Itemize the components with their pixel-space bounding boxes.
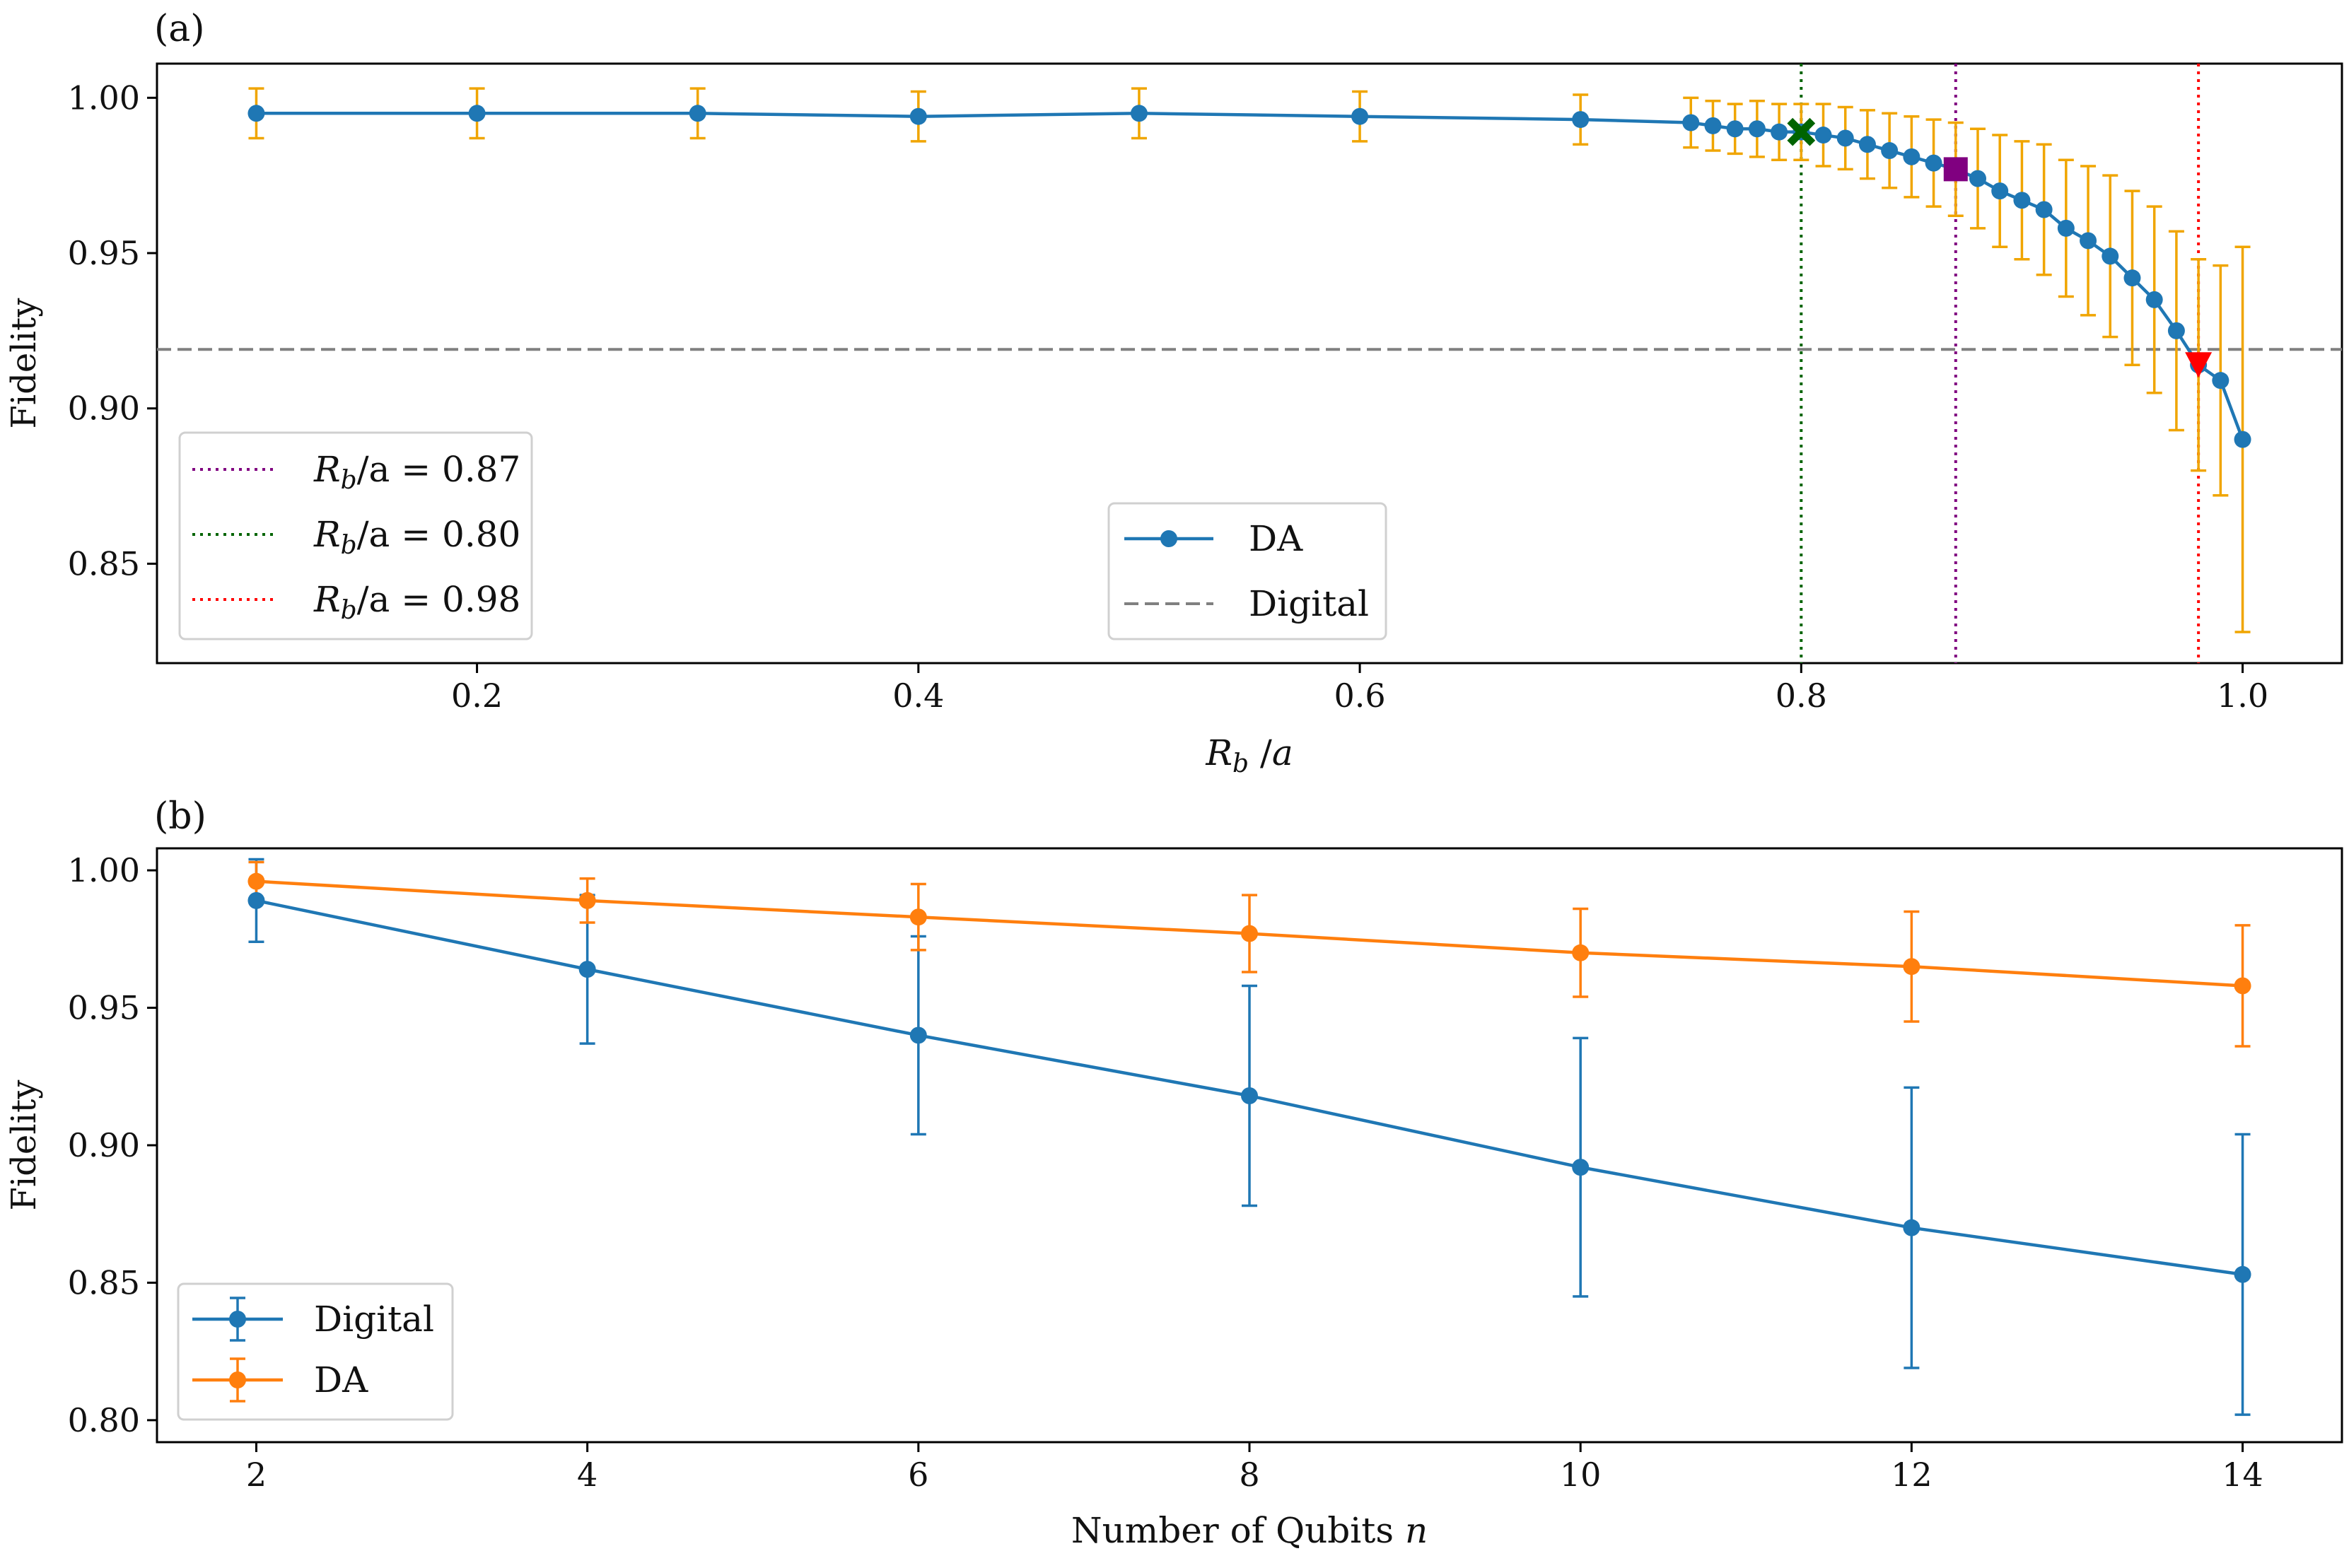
y-tick-label: 0.90 [68,390,140,428]
data-point-da [2234,977,2251,995]
y-tick-label: 0.95 [68,234,140,272]
panel-a: (a) 0.2 0.4 0.6 0.8 1.0 0.85 0.90 0.95 1.00 Fide… [4,8,2343,778]
data-point-da [1726,120,1744,138]
data-point-da [1130,105,1148,122]
panel-a-frame [156,62,2343,665]
panel-a-y-axis-label: Fidelity [4,298,44,429]
data-point-da [2234,431,2251,448]
data-point-da [1351,107,1369,125]
panel-b-ticks: 2 4 6 8 10 12 14 0.80 0.85 0.90 0.95 1.00 [68,851,2263,1494]
data-point-da [1771,123,1788,141]
data-point-da [468,105,486,122]
data-point-digital [1241,1087,1258,1104]
panel-b-errorbars [248,858,2251,1416]
data-point-da [2080,232,2097,250]
data-point-da [2057,219,2075,237]
data-point-da [1991,182,2009,200]
legend-label: Rb/a = 0.80 [313,514,520,560]
y-tick-label: 0.95 [68,989,140,1027]
panel-a-x-axis-label: Rb /a [1205,732,1293,778]
data-point-da [2145,291,2163,308]
legend-marker [229,1371,246,1388]
data-point-da [2013,192,2031,209]
data-point-da [909,107,927,125]
panel-b-series [247,872,2251,1283]
data-point-da [2035,201,2053,218]
data-point-digital [1903,1219,1920,1236]
data-point-da [247,105,265,122]
legend-marker [229,1311,246,1328]
x-tick-label: 10 [1560,1456,1602,1494]
panel-a-highlight-markers [1787,117,2213,378]
y-tick-label: 0.80 [68,1401,140,1439]
data-point-da [1903,958,1920,976]
panel-a-reference-lines [157,64,2342,663]
highlight-marker-square [1943,157,1968,182]
panel-b-x-axis-label: Number of Qubits n [1071,1510,1428,1551]
data-point-da [2123,269,2141,287]
data-point-da [1925,154,1942,172]
x-tick-label: 12 [1891,1456,1933,1494]
highlight-marker-x [1787,117,1816,146]
data-point-da [1572,944,1590,961]
x-tick-label: 0.4 [892,677,944,715]
x-tick-label: 4 [577,1456,598,1494]
data-point-da [578,891,596,909]
panel-b: (b) 2 4 6 8 10 12 14 0.80 0.85 0.90 0.95 1.00 Fidel… [4,795,2343,1551]
data-point-da [1241,925,1258,942]
y-tick-label: 1.00 [68,78,140,117]
legend-box [178,431,533,640]
data-point-da [1969,170,1986,187]
panel-b-legend: Digital DA [177,1282,454,1421]
data-point-digital [578,961,596,978]
data-point-da [1903,148,1920,165]
legend-label: Digital [1249,583,1369,624]
legend-label: DA [1249,518,1303,559]
data-point-da [1836,129,1854,147]
data-point-da [1572,111,1590,129]
legend-marker [1160,530,1177,547]
data-point-digital [247,891,265,909]
panel-a-ticks: 0.2 0.4 0.6 0.8 1.0 0.85 0.90 0.95 1.00 [68,78,2269,715]
data-point-da [2167,322,2185,339]
legend-label: Rb/a = 0.98 [313,579,520,625]
data-point-da [689,105,706,122]
y-tick-label: 0.90 [68,1126,140,1164]
x-tick-label: 8 [1239,1456,1259,1494]
y-tick-label: 0.85 [68,1263,140,1301]
data-point-da [909,908,927,926]
legend-label: Rb/a = 0.87 [313,449,520,495]
y-tick-label: 1.00 [68,851,140,889]
data-point-digital [2234,1265,2251,1283]
data-point-da [1748,120,1766,138]
data-point-da [1704,117,1722,134]
data-point-da [1858,136,1876,153]
x-tick-label: 1.0 [2217,677,2268,715]
panel-a-legend-lines: Rb/a = 0.87 Rb/a = 0.80 Rb/a = 0.98 [178,431,533,640]
data-point-da [2212,372,2229,390]
y-tick-label: 0.85 [68,544,140,583]
x-tick-label: 0.2 [451,677,503,715]
legend-label: Digital [314,1299,434,1340]
x-tick-label: 0.6 [1334,677,1385,715]
data-point-digital [1572,1159,1590,1176]
data-point-digital [909,1026,927,1044]
x-tick-label: 2 [246,1456,267,1494]
legend-label: DA [314,1359,368,1400]
x-tick-label: 6 [908,1456,928,1494]
panel-a-label: (a) [154,8,205,50]
panel-b-label: (b) [154,795,206,838]
highlight-marker-triangle [2185,352,2213,378]
data-point-da [2102,247,2119,265]
data-point-da [1881,142,1899,160]
data-point-da [247,872,265,890]
panel-a-legend-series: DA Digital [1107,502,1387,640]
panel-b-y-axis-label: Fidelity [4,1080,44,1211]
data-point-da [1814,127,1832,144]
x-tick-label: 14 [2222,1456,2263,1494]
panel-a-series [247,105,2251,448]
data-point-da [1682,114,1700,131]
x-tick-label: 0.8 [1776,677,1827,715]
